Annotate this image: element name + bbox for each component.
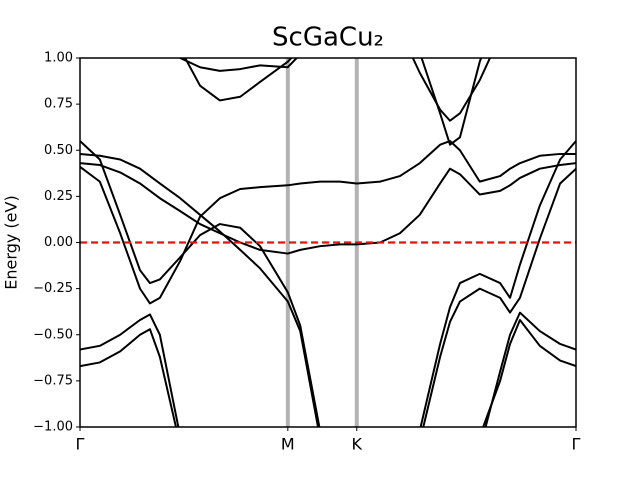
y-tick-label: 1.00 <box>44 51 73 66</box>
axes: Γ M K Γ−1.00−0.75−0.50−0.250.000.250.500.75… <box>33 51 580 454</box>
band-line <box>482 318 576 427</box>
chart-title: ScGaCu₂ <box>272 23 384 53</box>
y-tick-label: 0.00 <box>44 235 73 250</box>
y-tick-label: 0.75 <box>44 97 73 112</box>
y-tick-label: −0.75 <box>33 373 73 388</box>
band-line <box>80 328 177 427</box>
band-line <box>420 58 483 146</box>
y-tick-label: 0.50 <box>44 143 73 158</box>
band-line <box>419 140 576 427</box>
y-tick-label: −0.25 <box>33 281 73 296</box>
plot-frame <box>79 57 577 428</box>
x-tick-label: Γ <box>572 435 581 454</box>
band-line <box>411 58 492 122</box>
y-axis-label: Energy (eV) <box>2 195 21 289</box>
band-line <box>422 167 576 427</box>
band-line <box>80 313 180 427</box>
band-line <box>80 140 576 305</box>
y-tick-label: −1.00 <box>33 420 73 435</box>
plot-area <box>80 58 576 427</box>
y-tick-label: 0.25 <box>44 189 73 204</box>
band-line <box>80 162 576 255</box>
x-tick-label: Γ <box>76 435 85 454</box>
y-tick-label: −0.50 <box>33 327 73 342</box>
x-tick-label: M <box>281 435 295 454</box>
band-line <box>484 311 576 427</box>
band-line <box>80 140 321 427</box>
band-line <box>80 152 320 427</box>
x-tick-label: K <box>352 435 363 454</box>
band-line <box>184 58 293 102</box>
